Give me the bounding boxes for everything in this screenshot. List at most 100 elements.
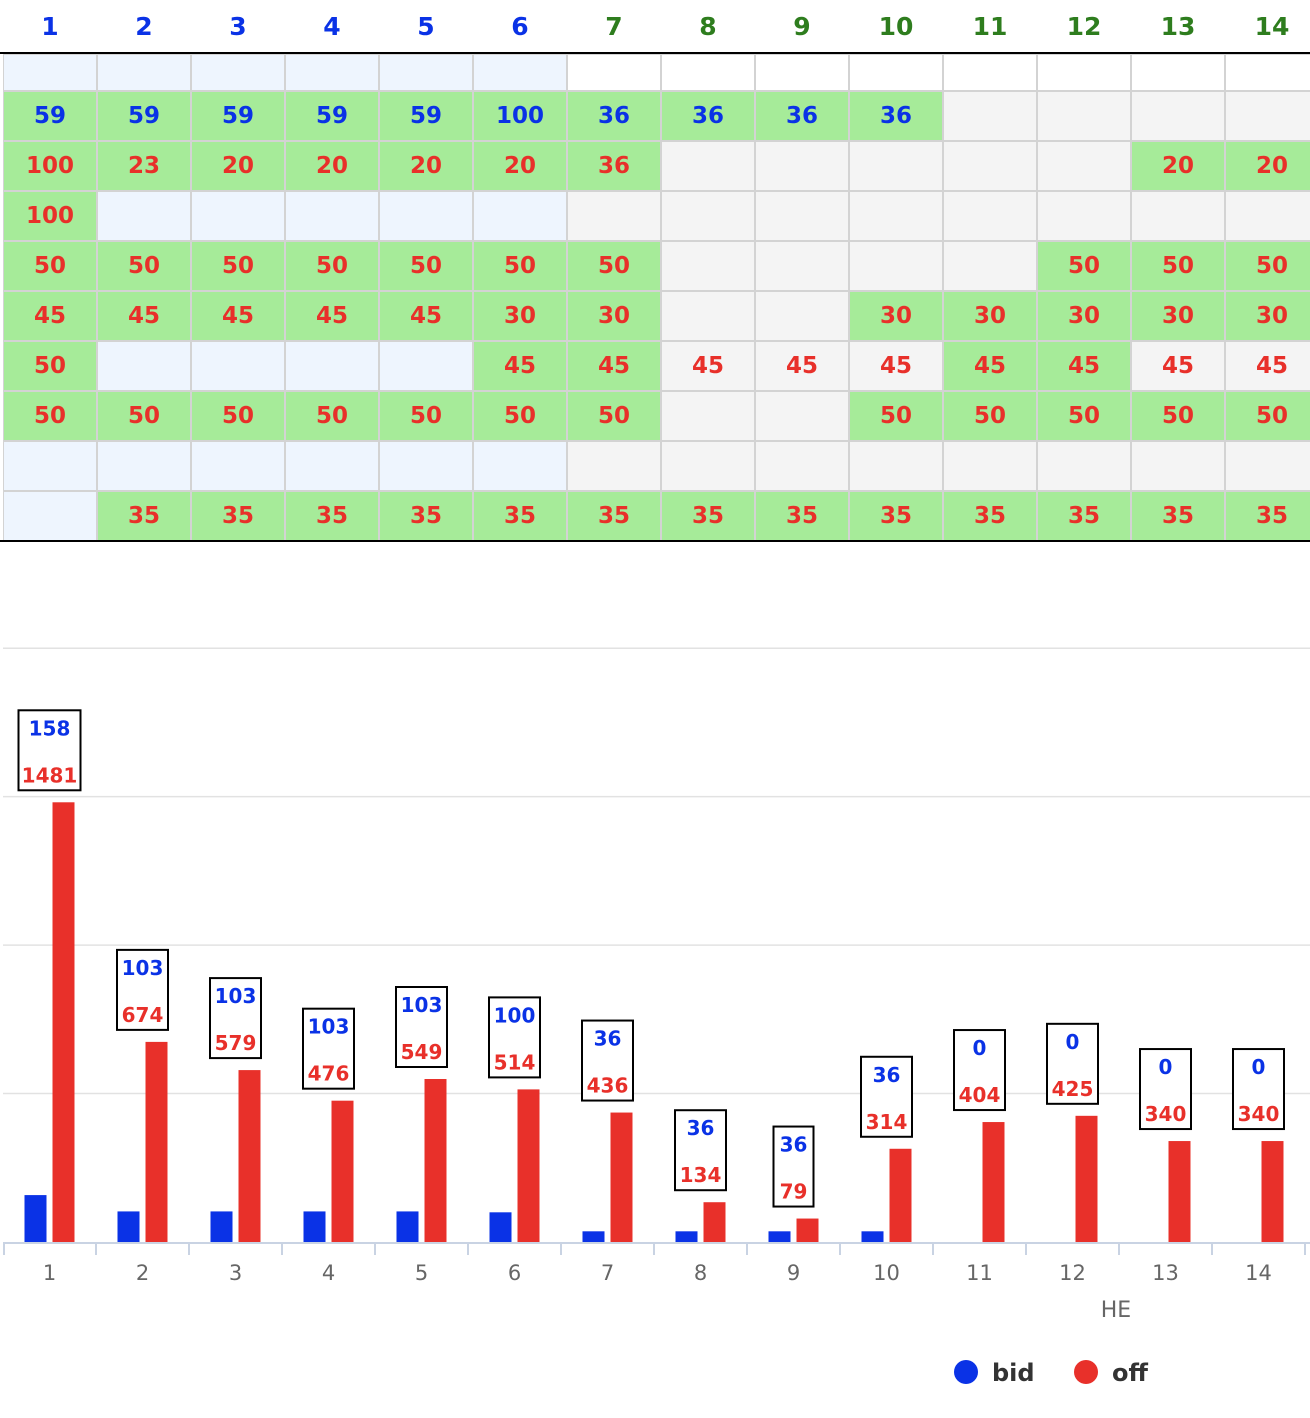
bar-off[interactable] [610, 1112, 633, 1242]
data-label-box [116, 948, 169, 1031]
x-tick-label: 5 [415, 1261, 428, 1285]
legend-item-bid[interactable]: bid [954, 1354, 1035, 1392]
data-label-off: 425 [1052, 1077, 1094, 1101]
column-header-9: 9 [793, 12, 811, 41]
grid-cell: 50 [1037, 241, 1131, 291]
x-tick-label: 7 [601, 1261, 614, 1285]
bar-off[interactable] [145, 1041, 168, 1242]
bar-bid[interactable] [675, 1231, 698, 1242]
grid-cell: 50 [473, 391, 567, 441]
bar-bid[interactable] [861, 1231, 884, 1242]
grid-cell [285, 341, 379, 391]
grid-cell: 50 [3, 341, 97, 391]
grid-cell [1037, 54, 1131, 91]
bar-bid[interactable] [303, 1211, 326, 1242]
grid-cell: 30 [943, 291, 1037, 341]
grid-cell [3, 54, 97, 91]
grid-cell: 30 [1131, 291, 1225, 341]
bar-off[interactable] [1261, 1141, 1284, 1242]
data-label-off: 79 [780, 1180, 808, 1204]
grid-cell: 20 [473, 141, 567, 191]
grid-cell: 50 [1131, 241, 1225, 291]
data-label-bid: 36 [594, 1027, 622, 1051]
grid-cell: 35 [943, 491, 1037, 541]
grid-cell: 100 [473, 91, 567, 141]
grid-cell [849, 54, 943, 91]
grid-cell [567, 54, 661, 91]
grid-cell [285, 54, 379, 91]
data-label-off: 134 [680, 1163, 722, 1187]
column-header-12: 12 [1066, 12, 1102, 41]
grid-cell [943, 241, 1037, 291]
data-label-off: 579 [215, 1031, 257, 1055]
data-label-box [674, 1109, 727, 1192]
column-header-4: 4 [323, 12, 341, 41]
grid-cell: 35 [1131, 491, 1225, 541]
grid-cell [473, 441, 567, 491]
bid-off-bar-chart: 1581481110367421035793103476410354951005… [3, 647, 1310, 1323]
grid-cell [1037, 191, 1131, 241]
grid-cell: 35 [755, 491, 849, 541]
grid-cell: 45 [755, 341, 849, 391]
grid-cell [3, 491, 97, 541]
bar-off[interactable] [238, 1070, 261, 1242]
schedule-grid: 1 2 3 4 5 6 7 8 9 10 11 12 13 14 59 59 59 59 59 100 36 36 36 36… [0, 0, 1310, 542]
bar-off[interactable] [889, 1148, 912, 1242]
bar-bid[interactable] [24, 1195, 47, 1242]
x-tick-label: 2 [136, 1261, 149, 1285]
grid-cell: 50 [97, 241, 191, 291]
bar-bid[interactable] [489, 1212, 512, 1242]
bar-off[interactable] [331, 1100, 354, 1242]
grid-cell [191, 441, 285, 491]
bar-off[interactable] [703, 1202, 726, 1242]
grid-cell [1037, 91, 1131, 141]
data-label-off: 549 [401, 1040, 443, 1064]
grid-cell: 59 [379, 91, 473, 141]
legend-item-off[interactable]: off [1074, 1354, 1148, 1392]
data-label-box [772, 1125, 815, 1208]
data-label-box [1139, 1048, 1192, 1131]
grid-cell [755, 441, 849, 491]
column-header-13: 13 [1160, 12, 1196, 41]
grid-cell: 23 [97, 141, 191, 191]
bar-bid[interactable] [582, 1231, 605, 1242]
grid-cell: 20 [1225, 141, 1310, 191]
grid-cell: 36 [755, 91, 849, 141]
grid-cell: 50 [1225, 241, 1310, 291]
grid-cell: 35 [379, 491, 473, 541]
grid-cell: 20 [379, 141, 473, 191]
bar-off[interactable] [796, 1218, 819, 1242]
grid-cell: 45 [661, 341, 755, 391]
grid-cell: 50 [3, 391, 97, 441]
bar-off[interactable] [1075, 1115, 1098, 1242]
bar-off[interactable] [1168, 1141, 1191, 1242]
grid-cell [379, 54, 473, 91]
grid-cell: 100 [3, 191, 97, 241]
data-label-off: 340 [1145, 1102, 1187, 1126]
grid-cell [379, 341, 473, 391]
bar-bid[interactable] [210, 1211, 233, 1242]
x-axis-title: HE [1101, 1298, 1131, 1323]
grid-cell: 50 [379, 241, 473, 291]
grid-cell: 50 [473, 241, 567, 291]
bar-off[interactable] [982, 1122, 1005, 1242]
grid-cell [849, 441, 943, 491]
grid-cell [943, 91, 1037, 141]
grid-cell: 45 [943, 341, 1037, 391]
x-tick-label: 1 [43, 1261, 56, 1285]
bar-bid[interactable] [768, 1231, 791, 1242]
grid-cell [943, 54, 1037, 91]
grid-cell [849, 191, 943, 241]
legend-off-marker [1074, 1360, 1098, 1384]
grid-cell [191, 191, 285, 241]
grid-cell: 35 [473, 491, 567, 541]
grid-cell: 50 [567, 391, 661, 441]
bar-bid[interactable] [117, 1211, 140, 1242]
grid-cell [1037, 141, 1131, 191]
grid-cell [661, 441, 755, 491]
grid-cell [661, 241, 755, 291]
bar-off[interactable] [52, 802, 75, 1242]
bar-bid[interactable] [396, 1211, 419, 1242]
bar-off[interactable] [424, 1079, 447, 1242]
bar-off[interactable] [517, 1089, 540, 1242]
